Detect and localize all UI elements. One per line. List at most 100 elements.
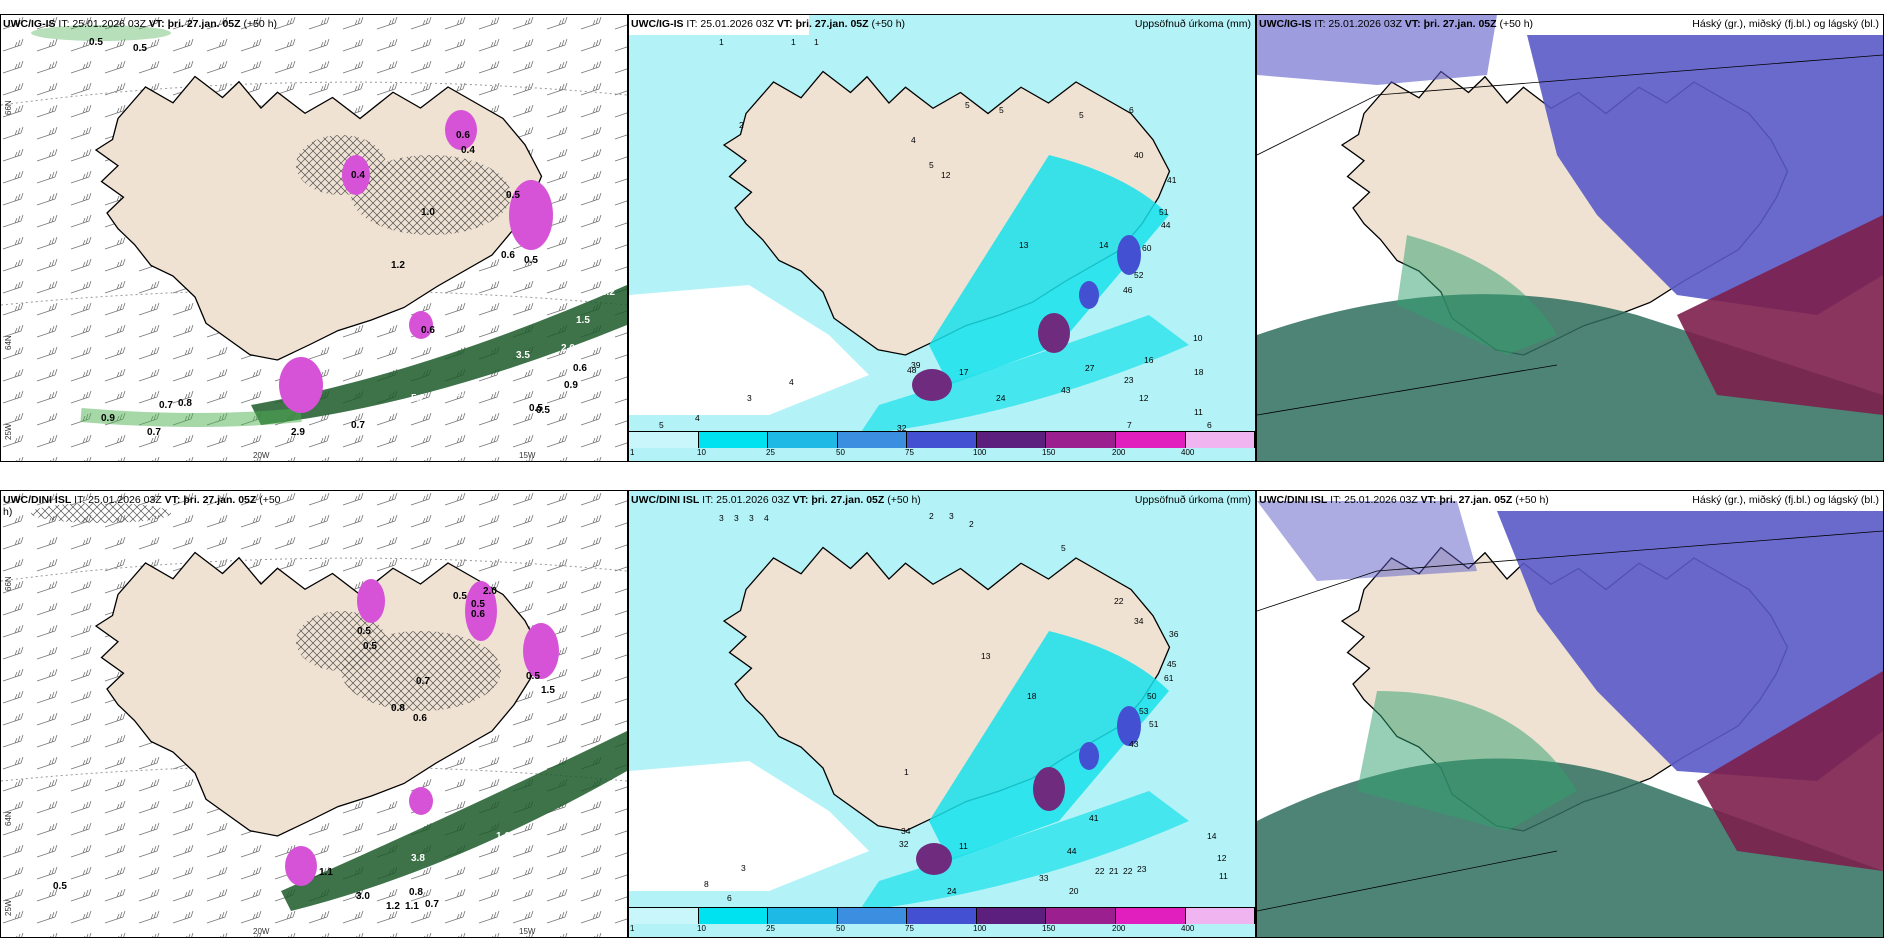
value-label: 2.7 — [451, 861, 465, 872]
panel-field-title: Uppsöfnuð úrkoma (mm) — [1134, 18, 1251, 30]
value-label: 0.5 — [529, 403, 543, 414]
value-point: 6 — [1207, 420, 1212, 430]
colorbar-segment — [768, 432, 838, 448]
value-point: 17 — [959, 367, 969, 377]
mid-cloud-area — [1257, 294, 1883, 461]
wind-barb-field — [1, 491, 627, 937]
pink-area — [279, 357, 323, 413]
value-point: 5 — [1061, 543, 1066, 553]
panel-title: UWC/IG-IS IT: 25.01.2026 03Z VT: þri. 27… — [631, 18, 906, 30]
value-label: 3.0 — [499, 381, 513, 392]
value-point: 24 — [947, 886, 957, 896]
value-label: 1.1 — [405, 901, 419, 912]
value-point: 44 — [1161, 220, 1171, 230]
lat-label: 64N — [4, 811, 13, 826]
lon-label: 20W — [253, 927, 270, 936]
value-point: 4 — [789, 377, 794, 387]
value-point: 2 — [929, 511, 934, 521]
panel-title-overflow: h) — [3, 506, 13, 518]
value-point: 5 — [999, 105, 1004, 115]
value-point: 5 — [965, 100, 970, 110]
colorbar-segment — [1115, 432, 1186, 448]
value-label: 0.6 — [471, 609, 485, 620]
value-label: 0.4 — [351, 170, 365, 181]
value-label: 2.9 — [291, 427, 305, 438]
map-panel-ig-precip: UWC/IG-IS IT: 25.01.2026 03Z VT: þri. 27… — [628, 14, 1256, 462]
precip-mid-area — [929, 155, 1169, 385]
colorbar-tick: 50 — [836, 448, 845, 457]
value-label: 0.7 — [351, 420, 365, 431]
value-point: 27 — [1085, 363, 1095, 373]
colorbar-segment — [698, 908, 769, 924]
low-cloud-area — [1677, 215, 1883, 415]
colorbar-segment — [907, 908, 977, 924]
colorbar-tick: 25 — [766, 924, 775, 933]
value-point: 4 — [911, 135, 916, 145]
value-label: 0.9 — [564, 380, 578, 391]
lon-label: 15W — [519, 927, 536, 936]
value-point: 21 — [1109, 866, 1119, 876]
panel-title: UWC/DINI ISL IT: 25.01.2026 03Z VT: þri.… — [631, 494, 921, 506]
value-point: 39 — [911, 360, 921, 370]
value-label: 0.6 — [413, 713, 427, 724]
colorbar-tick: 200 — [1112, 448, 1126, 457]
value-label: 2.2 — [531, 857, 545, 868]
value-point: 2 — [969, 519, 974, 529]
colorbar-segment — [629, 432, 699, 448]
cloud-field — [1257, 15, 1883, 461]
value-label: 2.0 — [483, 586, 497, 597]
green-precip-band — [281, 731, 627, 911]
value-point: 3 — [949, 511, 954, 521]
value-point: 11 — [1219, 871, 1228, 881]
panel-title: UWC/IG-IS IT: 25.01.2026 03Z VT: þri. 27… — [3, 18, 278, 30]
value-label: 0.5 — [506, 190, 520, 201]
panel-field-title: Uppsöfnuð úrkoma (mm) — [1134, 494, 1251, 506]
value-point: 41 — [1167, 175, 1177, 185]
colorbar-segment — [629, 908, 699, 924]
lon-label: 15W — [519, 451, 536, 460]
precip-field — [629, 15, 1255, 461]
value-point: 12 — [1139, 393, 1149, 403]
map-panel-dini-clouds: UWC/DINI ISL IT: 25.01.2026 03Z VT: þri.… — [1256, 490, 1884, 938]
colorbar-segment — [698, 432, 769, 448]
value-label: 1.5 — [576, 315, 590, 326]
colorbar-tick: 150 — [1042, 448, 1056, 457]
pink-area — [285, 846, 317, 886]
lat-label: 64N — [4, 335, 13, 350]
colorbar-segment — [1185, 432, 1255, 448]
lon-label: 25W — [4, 899, 13, 916]
colorbar-ticks: 1 10 25 50 75 100 150 200 400 — [629, 924, 1255, 936]
precip-heavy-area — [916, 843, 952, 875]
colorbar-tick: 10 — [697, 924, 706, 933]
value-label: 0.5 — [471, 599, 485, 610]
value-point: 5 — [929, 160, 934, 170]
panel-title: UWC/DINI ISL IT: 25.01.2026 03Z VT: þri.… — [3, 494, 281, 506]
value-point: 61 — [1164, 673, 1174, 683]
value-label: 1.2 — [386, 901, 400, 912]
value-label: 0.5 — [524, 255, 538, 266]
value-label: 0.7 — [159, 400, 173, 411]
value-point: 1 — [904, 767, 909, 777]
value-label: 0.9 — [101, 413, 115, 424]
map-panel-ig-clouds: UWC/IG-IS IT: 25.01.2026 03Z VT: þri. 27… — [1256, 14, 1884, 462]
colorbar-tick: 75 — [905, 448, 914, 457]
value-point: 4 — [764, 513, 769, 523]
value-point: 5 — [659, 420, 664, 430]
value-label: 0.6 — [573, 363, 587, 374]
value-label: 5.2 — [411, 393, 425, 404]
value-point: 3 — [747, 393, 752, 403]
high-cloud-area — [1497, 511, 1883, 781]
colorbar-tick: 100 — [973, 924, 987, 933]
value-point: 44 — [1067, 846, 1077, 856]
green-precip-band — [251, 285, 627, 425]
value-point: 12 — [1217, 853, 1227, 863]
colorbar-tick: 25 — [766, 448, 775, 457]
value-label: 1.2 — [391, 260, 405, 271]
value-label: 1.1 — [319, 867, 333, 878]
colorbar-tick: 200 — [1112, 924, 1126, 933]
value-label: 3.0 — [356, 891, 370, 902]
value-label: 0.6 — [421, 325, 435, 336]
map-panel-ig-wind: UWC/IG-IS IT: 25.01.2026 03Z VT: þri. 27… — [0, 14, 628, 462]
map-panel-dini-precip: UWC/DINI ISL IT: 25.01.2026 03Z VT: þri.… — [628, 490, 1256, 938]
value-label: 2.0 — [561, 343, 575, 354]
